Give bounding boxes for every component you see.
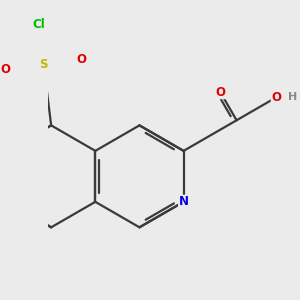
Text: O: O [271,91,281,104]
Text: H: H [288,92,297,102]
Text: O: O [1,63,11,76]
Text: O: O [76,53,87,67]
Text: Cl: Cl [32,18,45,31]
Text: N: N [178,195,189,208]
Text: O: O [215,85,225,99]
Text: S: S [39,58,48,71]
